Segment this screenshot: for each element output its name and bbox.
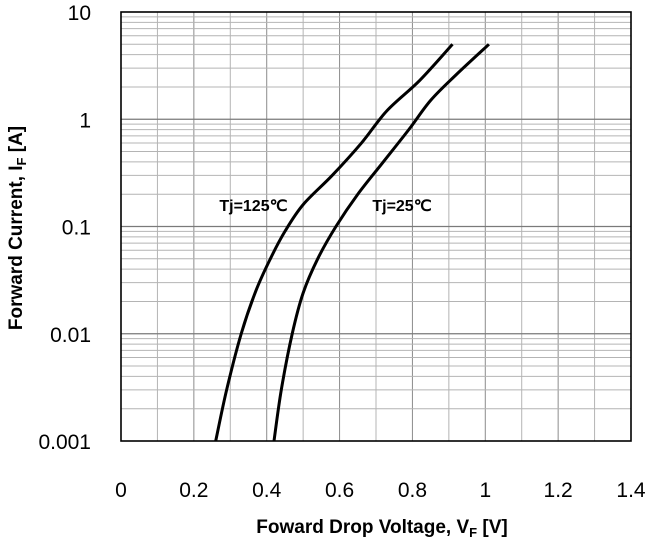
x-tick-label: 0.8 bbox=[398, 479, 427, 502]
x-axis-title-suffix: [V] bbox=[477, 517, 508, 538]
x-axis-title-main: Foward Drop Voltage, V bbox=[256, 517, 469, 538]
x-tick-label: 0 bbox=[115, 479, 127, 502]
x-axis-title: Foward Drop Voltage, VF [V] bbox=[256, 517, 507, 540]
series-line-tj125 bbox=[214, 43, 454, 442]
x-axis-title-subscript: F bbox=[469, 525, 477, 540]
x-tick-label: 1.2 bbox=[544, 479, 573, 502]
plot-area-border bbox=[120, 11, 632, 442]
y-tick-label: 10 bbox=[68, 2, 91, 25]
series-layer bbox=[214, 43, 490, 442]
y-axis-title-suffix: [A] bbox=[6, 126, 27, 158]
y-tick-label: 0.01 bbox=[50, 324, 91, 347]
series-label-tj25: Tj=25℃ bbox=[372, 198, 431, 215]
x-tick-label: 0.6 bbox=[325, 479, 354, 502]
x-tick-label: 1.4 bbox=[616, 479, 646, 502]
annotations: Tj=125℃ Tj=25℃ bbox=[219, 198, 431, 215]
x-tick-label: 1 bbox=[479, 479, 491, 502]
y-tick-labels: 0.001 0.01 0.1 1 10 bbox=[38, 2, 91, 454]
y-axis-title-subscript: F bbox=[14, 157, 29, 165]
x-tick-label: 0.4 bbox=[252, 479, 282, 502]
x-tick-labels: 0 0.2 0.4 0.6 0.8 1 1.2 1.4 bbox=[115, 479, 646, 502]
series-line-tj25 bbox=[272, 43, 490, 442]
y-tick-label: 1 bbox=[79, 109, 91, 132]
y-tick-label: 0.1 bbox=[62, 217, 91, 240]
x-tick-label: 0.2 bbox=[179, 479, 208, 502]
y-axis-title: Forward Current, IF [A] bbox=[6, 126, 29, 330]
series-label-tj125: Tj=125℃ bbox=[219, 198, 287, 215]
y-axis-title-main: Forward Current, I bbox=[6, 165, 27, 330]
y-tick-label: 0.001 bbox=[38, 431, 91, 454]
